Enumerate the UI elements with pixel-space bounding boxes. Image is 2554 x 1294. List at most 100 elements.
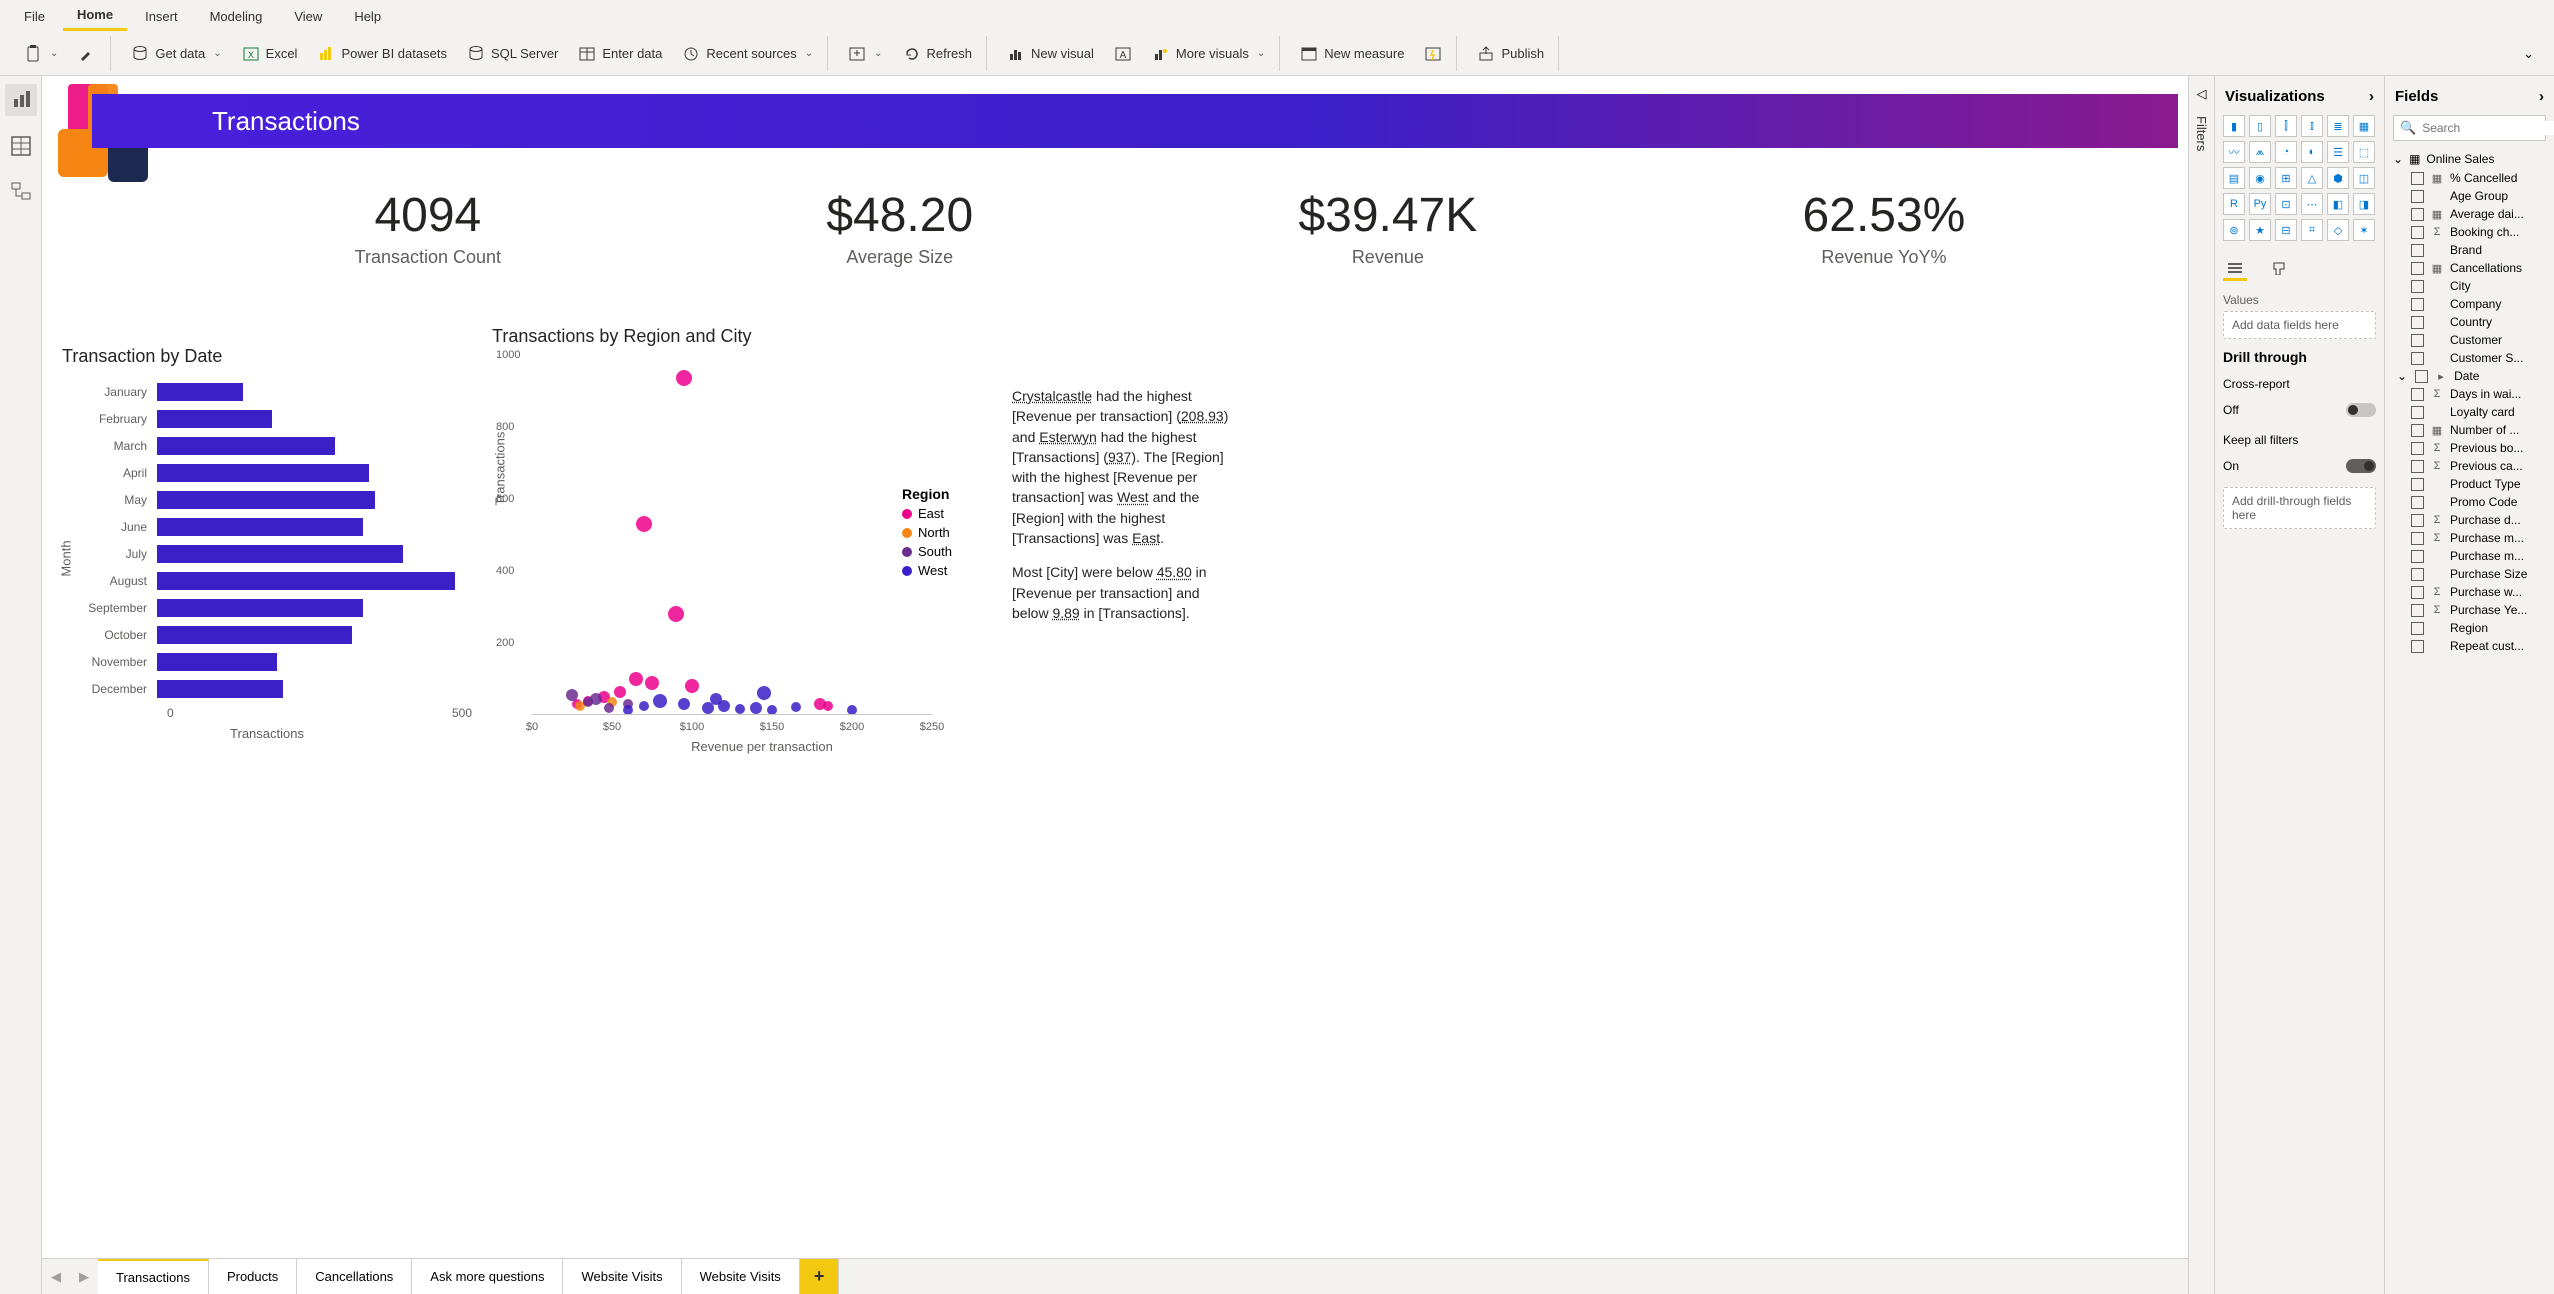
scatter-point[interactable] — [678, 698, 690, 710]
viz-type-icon[interactable]: ⊚ — [2223, 219, 2245, 241]
ribbon-quick[interactable] — [1416, 41, 1450, 67]
field-checkbox[interactable] — [2411, 226, 2424, 239]
bar-chart[interactable]: Transaction by Date Month JanuaryFebruar… — [62, 346, 472, 756]
legend-item[interactable]: East — [902, 506, 952, 521]
viz-type-icon[interactable]: ⫿ — [2275, 115, 2297, 137]
viz-type-icon[interactable]: ★ — [2249, 219, 2271, 241]
viz-type-icon[interactable]: ⌗ — [2301, 219, 2323, 241]
smart-narrative[interactable]: Crystalcastle had the highest [Revenue p… — [1012, 386, 1232, 637]
field-checkbox[interactable] — [2411, 244, 2424, 257]
viz-type-icon[interactable]: ◉ — [2249, 167, 2271, 189]
viz-type-icon[interactable]: △ — [2301, 167, 2323, 189]
field-item[interactable]: Repeat cust... — [2393, 637, 2546, 655]
viz-type-icon[interactable]: ◇ — [2327, 219, 2349, 241]
kpi-card[interactable]: 62.53%Revenue YoY% — [1803, 188, 1966, 268]
keep-filters-toggle[interactable] — [2346, 459, 2376, 473]
field-item[interactable]: ΣDays in wai... — [2393, 385, 2546, 403]
field-checkbox[interactable] — [2411, 316, 2424, 329]
page-tab[interactable]: Ask more questions — [412, 1259, 563, 1294]
field-checkbox[interactable] — [2411, 478, 2424, 491]
field-checkbox[interactable] — [2411, 460, 2424, 473]
bar-row[interactable]: October — [62, 622, 472, 648]
collapse-fields-icon[interactable]: › — [2539, 88, 2544, 105]
ribbon-excel[interactable]: XExcel — [234, 41, 306, 67]
field-item[interactable]: Company — [2393, 295, 2546, 313]
field-checkbox[interactable] — [2411, 604, 2424, 617]
field-item[interactable]: Country — [2393, 313, 2546, 331]
viz-type-icon[interactable]: ⊡ — [2275, 193, 2297, 215]
field-item[interactable]: Customer S... — [2393, 349, 2546, 367]
scatter-point[interactable] — [636, 516, 652, 532]
viz-type-icon[interactable]: ◧ — [2327, 193, 2349, 215]
kpi-card[interactable]: $39.47KRevenue — [1298, 188, 1477, 268]
bar-row[interactable]: March — [62, 433, 472, 459]
bar-row[interactable]: July — [62, 541, 472, 567]
field-item[interactable]: ΣPrevious ca... — [2393, 457, 2546, 475]
page-next[interactable]: ▶ — [70, 1259, 98, 1294]
ribbon-get-data[interactable]: Get data⌄ — [123, 41, 229, 67]
scatter-point[interactable] — [685, 679, 699, 693]
field-table[interactable]: ⌄ ▦ Online Sales — [2393, 149, 2546, 169]
field-item[interactable]: ΣBooking ch... — [2393, 223, 2546, 241]
bar-row[interactable]: February — [62, 406, 472, 432]
view-model[interactable] — [5, 176, 37, 208]
values-well[interactable]: Add data fields here — [2223, 311, 2376, 339]
field-item[interactable]: City — [2393, 277, 2546, 295]
ribbon-refresh[interactable]: Refresh — [895, 41, 981, 67]
field-item[interactable]: Promo Code — [2393, 493, 2546, 511]
ribbon-transform[interactable]: ⌄ — [840, 41, 890, 67]
field-checkbox[interactable] — [2411, 298, 2424, 311]
kpi-card[interactable]: $48.20Average Size — [826, 188, 973, 268]
bar-row[interactable]: December — [62, 676, 472, 702]
scatter-point[interactable] — [668, 606, 684, 622]
menu-home[interactable]: Home — [63, 1, 127, 31]
field-checkbox[interactable] — [2411, 424, 2424, 437]
viz-type-icon[interactable]: ⩕ — [2249, 141, 2271, 163]
expand-filters-icon[interactable]: ◁ — [2197, 86, 2207, 102]
viz-type-icon[interactable]: ▦ — [2353, 115, 2375, 137]
ribbon-recent-sources[interactable]: Recent sources⌄ — [674, 41, 821, 67]
field-checkbox[interactable] — [2411, 442, 2424, 455]
ribbon-sql-server[interactable]: SQL Server — [459, 41, 566, 67]
field-item[interactable]: ΣPrevious bo... — [2393, 439, 2546, 457]
scatter-point[interactable] — [676, 370, 692, 386]
viz-type-icon[interactable]: ▯ — [2249, 115, 2271, 137]
scatter-point[interactable] — [757, 686, 771, 700]
page-tab[interactable]: Website Visits — [563, 1259, 681, 1294]
bar-row[interactable]: May — [62, 487, 472, 513]
menu-help[interactable]: Help — [340, 3, 395, 30]
view-data[interactable] — [5, 130, 37, 162]
menu-view[interactable]: View — [280, 3, 336, 30]
field-checkbox[interactable] — [2411, 568, 2424, 581]
ribbon-new-measure[interactable]: New measure — [1292, 41, 1412, 67]
viz-type-icon[interactable]: ☰ — [2327, 141, 2349, 163]
viz-type-icon[interactable]: ◫ — [2353, 167, 2375, 189]
ribbon-more-visuals[interactable]: More visuals⌄ — [1144, 41, 1273, 67]
page-tab[interactable]: Products — [209, 1259, 297, 1294]
view-report[interactable] — [5, 84, 37, 116]
field-checkbox[interactable] — [2411, 352, 2424, 365]
scatter-point[interactable] — [583, 697, 593, 707]
field-checkbox[interactable] — [2411, 172, 2424, 185]
scatter-point[interactable] — [639, 701, 649, 711]
ribbon-power-bi-datasets[interactable]: Power BI datasets — [309, 41, 455, 67]
field-item[interactable]: ΣPurchase m... — [2393, 529, 2546, 547]
fields-tab-icon[interactable] — [2223, 261, 2247, 281]
cross-report-toggle[interactable] — [2346, 403, 2376, 417]
page-tab[interactable]: Transactions — [98, 1259, 209, 1294]
ribbon-new-visual[interactable]: New visual — [999, 41, 1102, 67]
field-checkbox[interactable] — [2411, 640, 2424, 653]
page-tab[interactable]: Cancellations — [297, 1259, 412, 1294]
scatter-point[interactable] — [735, 704, 745, 714]
viz-type-icon[interactable]: ▮ — [2223, 115, 2245, 137]
add-page-button[interactable]: + — [800, 1259, 840, 1294]
ribbon-clipboard[interactable]: ⌄ — [16, 41, 66, 67]
field-checkbox[interactable] — [2411, 496, 2424, 509]
viz-type-icon[interactable]: ▤ — [2223, 167, 2245, 189]
scatter-point[interactable] — [823, 701, 833, 711]
field-item[interactable]: ΣPurchase Ye... — [2393, 601, 2546, 619]
ribbon-publish[interactable]: Publish — [1469, 41, 1552, 67]
viz-type-icon[interactable]: ⫾ — [2301, 115, 2323, 137]
report-canvas[interactable]: Transactions 4094Transaction Count$48.20… — [42, 76, 2188, 1258]
bar-row[interactable]: April — [62, 460, 472, 486]
